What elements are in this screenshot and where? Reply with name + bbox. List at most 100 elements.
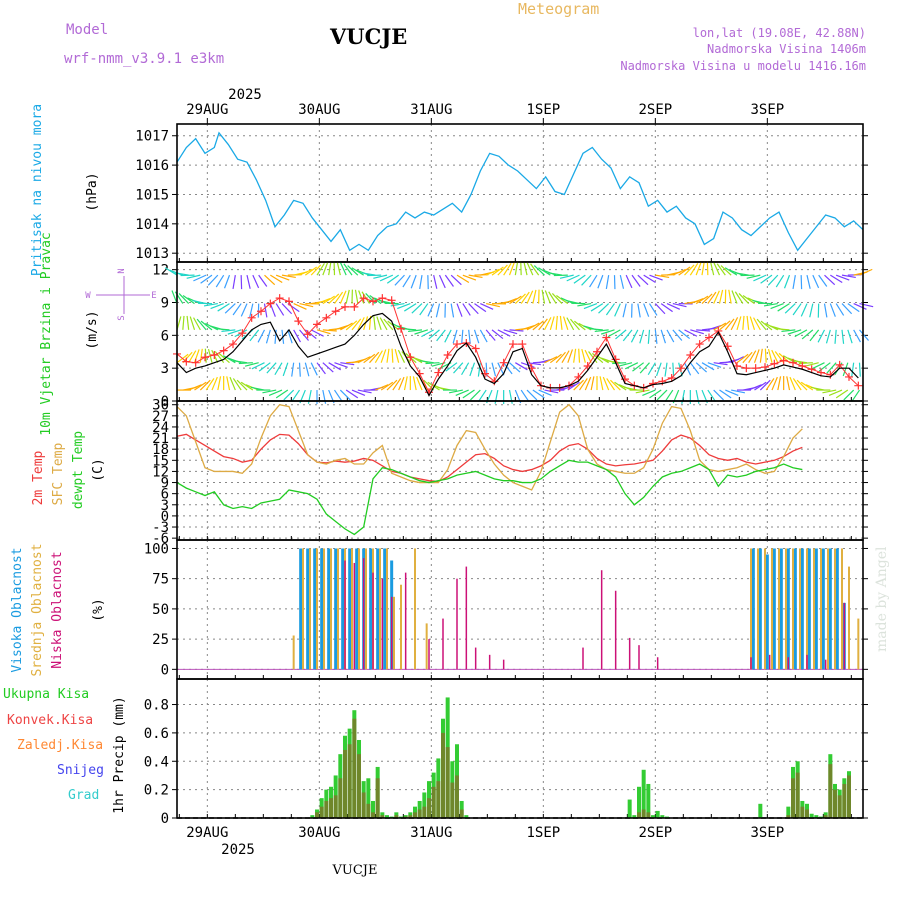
- wind-arrow: [848, 330, 852, 343]
- wind-arrow: [852, 390, 860, 402]
- wind-arrow: [270, 304, 275, 317]
- precip-unit: 1hr Precip (mm): [112, 696, 127, 813]
- wind-arrow: [413, 376, 416, 390]
- cloud-side-labels: Visoka Oblacnost Srednja Oblacnost Niska…: [10, 543, 106, 676]
- wind-ytick-label: 9: [161, 295, 169, 311]
- wind-arrow: [852, 363, 854, 377]
- wind-arrow: [591, 376, 594, 390]
- conv-precip-bar: [833, 790, 837, 818]
- cloud-unit: (%): [91, 598, 106, 621]
- wind-arrow: [657, 363, 662, 376]
- low-cloud-legend: Niska Oblacnost: [50, 551, 65, 668]
- precip-ytick-label: 0.6: [144, 726, 169, 742]
- wind-arrow: [426, 363, 440, 364]
- wind-arrow: [258, 330, 264, 342]
- conv-precip-bar: [796, 773, 800, 818]
- wind-arrow: [403, 275, 410, 287]
- wind-arrow: [218, 376, 221, 390]
- gust-marker: [472, 344, 480, 352]
- wind-arrow: [200, 349, 202, 363]
- top-day-label: 31AUG: [410, 102, 452, 118]
- wind-arrow: [836, 304, 843, 316]
- compass-e: E: [151, 291, 156, 301]
- wind-arrow: [335, 390, 343, 402]
- wind-arrow: [533, 290, 536, 304]
- wind-arrow: [579, 349, 580, 363]
- wind-arrow: [451, 304, 453, 318]
- compass-w: W: [85, 291, 91, 301]
- wind-arrow: [765, 349, 766, 363]
- wind-arrow: [470, 363, 475, 376]
- gust-marker: [341, 303, 349, 311]
- clouds-ytick-label: 50: [152, 602, 169, 618]
- gust-marker: [294, 317, 302, 325]
- wind-arrow: [355, 290, 357, 304]
- bottom-year-label: 2025: [221, 842, 255, 858]
- wind-arrow: [275, 363, 282, 375]
- wind-arrow: [830, 304, 835, 317]
- clouds-ytick-label: 25: [152, 632, 169, 648]
- wind-arrow: [445, 330, 451, 342]
- wind-ytick-label: 6: [161, 328, 169, 344]
- wind-arrow: [233, 275, 235, 289]
- wind-arrow: [305, 363, 309, 377]
- wind-arrow: [311, 363, 317, 376]
- conv-precip-bar: [441, 733, 445, 818]
- wind-arrow: [825, 304, 827, 318]
- legend-conv-rain: Konvek.Kisa: [7, 713, 93, 728]
- panels: 10131014101510161017036912-6-30369121518…: [135, 124, 873, 827]
- t2m-line: [177, 434, 802, 481]
- wind-unit: (m/s): [85, 310, 100, 349]
- gust-marker: [602, 334, 610, 342]
- conv-precip-bar: [432, 787, 436, 818]
- wind-arrow: [860, 269, 873, 275]
- conv-precip-bar: [460, 809, 464, 818]
- pressure-ytick-label: 1017: [135, 129, 169, 145]
- wind-arrow: [475, 330, 479, 343]
- compass-n: N: [117, 268, 127, 273]
- model-label: Model: [66, 22, 108, 38]
- wind-arrow: [329, 261, 331, 275]
- wind-arrow: [405, 376, 408, 390]
- temp-side-labels: 2m Temp SFC Temp dewpt Temp (C): [31, 431, 106, 509]
- top-day-label: 3SEP: [750, 102, 784, 118]
- wind-arrow: [283, 363, 288, 376]
- wind-arrow: [492, 363, 496, 377]
- wind-arrow: [521, 390, 529, 402]
- wind-arrow: [436, 304, 439, 318]
- top-day-label: 2SEP: [638, 102, 672, 118]
- conv-precip-bar: [334, 795, 338, 818]
- wind-arrow: [631, 330, 637, 342]
- wind-arrow: [411, 275, 416, 288]
- wind-arrow: [854, 330, 861, 342]
- conv-precip-bar: [343, 750, 347, 818]
- conv-precip-bar: [324, 801, 328, 818]
- precip-ytick-label: 0.2: [144, 783, 169, 799]
- wind-arrow: [266, 330, 270, 343]
- conv-precip-bar: [376, 778, 380, 818]
- wind-arrow: [515, 261, 517, 275]
- wind-arrow: [225, 275, 230, 288]
- gust-marker: [192, 359, 200, 367]
- clouds-ytick-label: 0: [161, 662, 169, 678]
- wind-arrow: [638, 304, 640, 318]
- precip-side-labels: Ukupna Kisa Konvek.Kisa Zaledj.Kisa Snij…: [3, 687, 127, 814]
- bottom-day-label: 30AUG: [298, 825, 340, 841]
- conv-precip-bar: [450, 783, 454, 818]
- wind-arrow: [702, 261, 704, 275]
- wind-arrow: [340, 262, 346, 275]
- total-precip-bar: [628, 800, 632, 818]
- conv-precip-bar: [805, 809, 809, 818]
- sfc-legend: SFC Temp: [51, 443, 66, 506]
- wind-arrow: [428, 304, 434, 317]
- wind-arrow: [524, 261, 527, 275]
- total-precip-bar: [758, 804, 762, 818]
- wind-arrow: [714, 291, 720, 304]
- conv-precip-bar: [791, 778, 795, 818]
- temp-unit: (C): [91, 458, 106, 481]
- clouds-ytick-label: 75: [152, 572, 169, 588]
- wind-arrow: [606, 275, 608, 289]
- wind-arrow: [440, 275, 446, 288]
